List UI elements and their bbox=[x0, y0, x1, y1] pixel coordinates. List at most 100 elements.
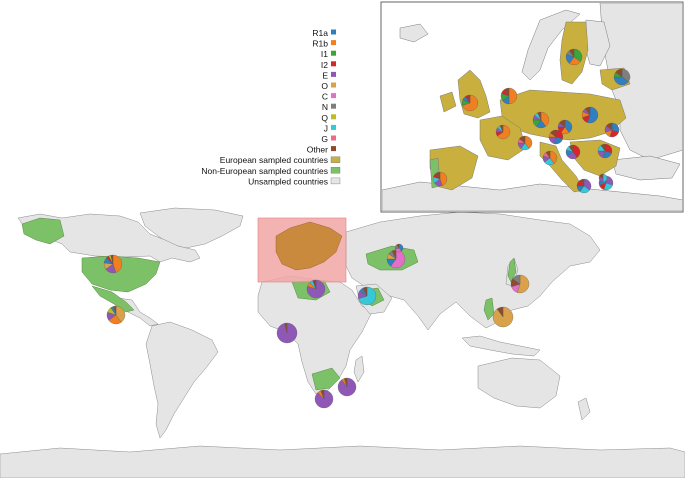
europe-in-world bbox=[275, 221, 343, 271]
legend-label: R1b bbox=[312, 39, 328, 49]
pie-chart bbox=[500, 87, 518, 105]
pie-chart bbox=[314, 389, 334, 409]
pie-slice bbox=[540, 111, 550, 127]
pie-slice bbox=[537, 111, 542, 121]
antarctica bbox=[0, 445, 685, 478]
pie-slice bbox=[599, 173, 604, 179]
pie-slice bbox=[396, 243, 400, 249]
pie-chart bbox=[357, 286, 377, 306]
legend-label: Non-European sampled countries bbox=[201, 166, 328, 176]
legend-swatch bbox=[331, 61, 336, 67]
pie-chart bbox=[517, 135, 533, 151]
eurasia bbox=[345, 211, 601, 331]
pie-chart bbox=[581, 106, 599, 124]
pie-slice bbox=[517, 274, 530, 294]
inset-pie-charts bbox=[432, 48, 631, 194]
pie-chart bbox=[598, 173, 608, 183]
inset-ireland bbox=[439, 91, 457, 113]
pie-chart bbox=[432, 171, 448, 187]
pie-slice bbox=[585, 106, 591, 116]
legend-label: N bbox=[322, 102, 328, 112]
legend-swatch bbox=[331, 135, 336, 141]
pie-chart bbox=[337, 377, 357, 397]
legend-swatch bbox=[330, 177, 341, 185]
legend-swatch bbox=[331, 82, 336, 88]
pie-chart bbox=[106, 305, 126, 325]
pie-chart bbox=[386, 249, 406, 269]
pie-chart bbox=[461, 94, 479, 112]
legend-label: J bbox=[324, 123, 328, 133]
pie-slice bbox=[499, 124, 504, 133]
pie-slice bbox=[613, 76, 629, 86]
pie-slice bbox=[512, 274, 521, 285]
pie-chart bbox=[306, 279, 326, 299]
pie-slice bbox=[344, 377, 348, 388]
legend-swatch bbox=[331, 29, 336, 35]
pie-slice bbox=[312, 279, 317, 290]
south-africa bbox=[311, 367, 341, 391]
legend-label: Other bbox=[307, 145, 328, 155]
pie-slice bbox=[519, 135, 526, 144]
legend-label: E bbox=[322, 70, 328, 80]
pie-slice bbox=[504, 87, 510, 97]
pie-slice bbox=[545, 150, 551, 159]
usa bbox=[81, 255, 161, 293]
pie-slice bbox=[113, 305, 117, 316]
pie-chart bbox=[604, 122, 620, 138]
legend-label: European sampled countries bbox=[220, 155, 328, 165]
legend-label: I2 bbox=[321, 60, 328, 70]
legend-swatch bbox=[330, 156, 341, 163]
pie-chart bbox=[394, 243, 404, 253]
pie-chart bbox=[597, 143, 613, 159]
legend-swatch bbox=[331, 71, 336, 77]
pie-chart bbox=[576, 178, 592, 194]
pie-chart bbox=[495, 124, 511, 140]
legend-label: Unsampled countries bbox=[248, 176, 328, 186]
legend-swatch bbox=[331, 93, 336, 99]
pie-slice bbox=[314, 389, 334, 409]
legend-swatch bbox=[331, 50, 336, 56]
new-zealand bbox=[577, 397, 591, 421]
pie-chart bbox=[565, 48, 583, 66]
pie-chart bbox=[492, 306, 514, 328]
australia bbox=[477, 357, 561, 409]
pie-slice bbox=[110, 254, 114, 265]
legend-label: G bbox=[321, 134, 328, 144]
pie-slice bbox=[320, 389, 325, 400]
indonesia bbox=[461, 335, 541, 357]
canada bbox=[17, 213, 201, 263]
pie-slice bbox=[550, 129, 557, 138]
pie-slice bbox=[115, 305, 126, 323]
pie-chart bbox=[276, 322, 298, 344]
south-america bbox=[145, 321, 219, 439]
alaska bbox=[21, 217, 65, 245]
pie-slice bbox=[112, 254, 123, 273]
inset-turkey bbox=[611, 155, 681, 181]
mexico bbox=[91, 285, 135, 313]
legend-swatch bbox=[330, 167, 341, 174]
madagascar bbox=[353, 355, 365, 383]
inset-norway bbox=[521, 9, 581, 81]
pie-slice bbox=[615, 68, 623, 78]
legend-swatch bbox=[331, 146, 336, 152]
legend-label: I1 bbox=[321, 49, 328, 59]
world-pie-charts bbox=[103, 243, 530, 409]
legend-label: C bbox=[322, 92, 328, 102]
pie-slice bbox=[568, 144, 574, 153]
philippines bbox=[483, 297, 495, 321]
inset-iceland bbox=[399, 23, 429, 43]
legend-label: Q bbox=[321, 113, 328, 123]
pie-slice bbox=[559, 119, 566, 128]
pie-chart bbox=[103, 254, 123, 274]
pie-chart bbox=[532, 111, 550, 129]
pie-chart bbox=[548, 129, 564, 145]
pie-chart bbox=[613, 68, 631, 86]
pie-slice bbox=[284, 322, 288, 334]
pie-slice bbox=[467, 94, 471, 104]
pie-chart bbox=[542, 150, 558, 166]
pie-slice bbox=[579, 178, 585, 187]
japan-sampled bbox=[507, 257, 517, 283]
pie-slice bbox=[497, 124, 511, 140]
